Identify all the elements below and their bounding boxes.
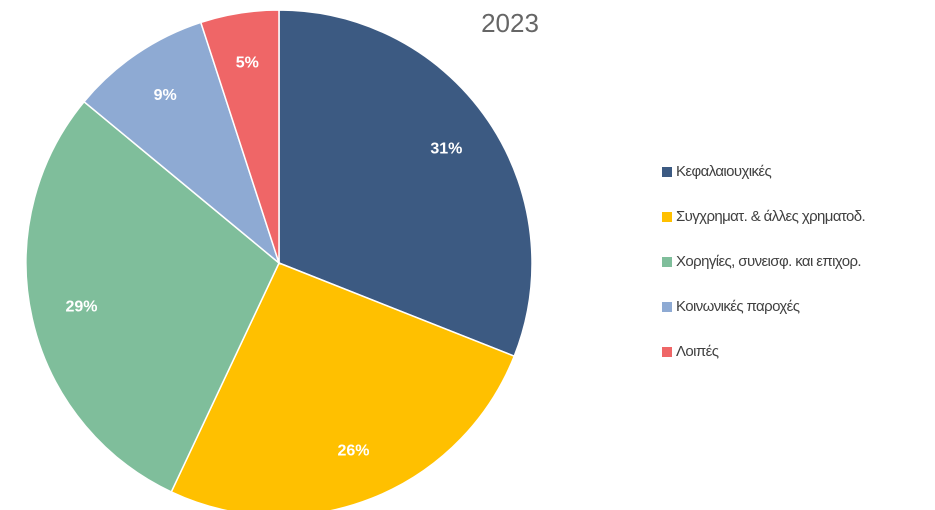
pie-slice [278, 9, 533, 358]
data-label: 5% [236, 54, 259, 71]
legend-label: Λοιπές [676, 343, 719, 360]
pie-slice [199, 9, 280, 264]
data-label: 26% [337, 442, 369, 459]
legend-swatch [662, 257, 672, 267]
pie-slice [83, 21, 281, 266]
data-label: 29% [65, 298, 97, 315]
legend-swatch [662, 212, 672, 222]
legend-label: Κεφαλαιουχικές [676, 163, 772, 180]
legend-swatch [662, 302, 672, 312]
chart-title: 2023 [481, 8, 539, 38]
legend-label: Συγχρηματ. & άλλες χρηματοδ. [676, 208, 865, 225]
data-label: 9% [154, 87, 177, 104]
legend-label: Χορηγίες, συνεισφ. και επιχορ. [676, 253, 861, 270]
data-label: 31% [430, 140, 462, 157]
pie-slice [25, 100, 280, 493]
legend-swatch [662, 347, 672, 357]
legend-label: Κοινωνικές παροχές [676, 298, 800, 315]
legend-swatch [662, 167, 672, 177]
pie-slice [170, 262, 516, 510]
